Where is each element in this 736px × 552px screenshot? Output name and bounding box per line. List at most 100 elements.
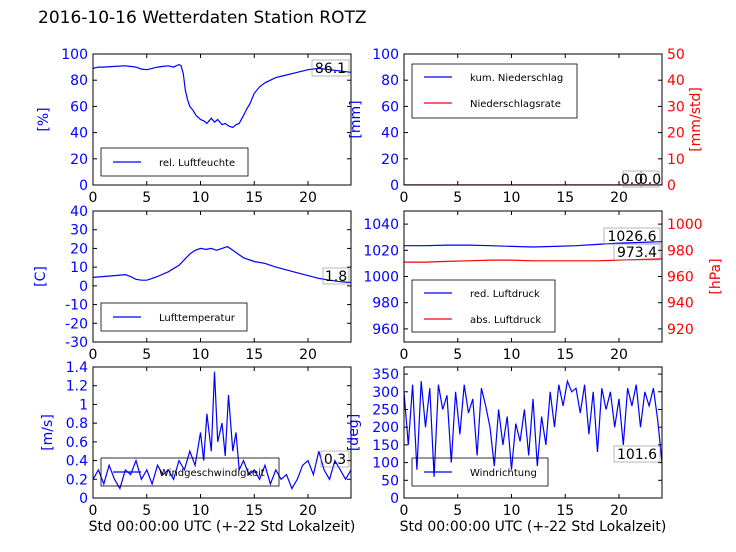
y2-tick-label: 50 bbox=[667, 47, 685, 63]
y-tick-label: 40 bbox=[381, 126, 399, 142]
legend-box-precip bbox=[411, 63, 578, 119]
x-tick-label: 0 bbox=[89, 190, 98, 206]
y-tick-label: 1000 bbox=[363, 270, 399, 286]
y-tick-label: 30 bbox=[70, 223, 88, 239]
series-line-windspeed bbox=[93, 371, 351, 491]
y2-tick-label: 1000 bbox=[667, 217, 703, 233]
y-tick-label: 300 bbox=[372, 385, 399, 401]
x-tick-label: 5 bbox=[142, 190, 151, 206]
y-tick-label: 1 bbox=[79, 397, 88, 413]
y-tick-label: 960 bbox=[372, 322, 399, 338]
legend-label: kum. Niederschlag bbox=[470, 73, 563, 84]
legend-box-temperature bbox=[100, 302, 248, 332]
legend-box-winddir bbox=[411, 457, 549, 487]
y-tick-label: 20 bbox=[70, 241, 88, 257]
y-tick-label: 50 bbox=[381, 473, 399, 489]
y-tick-label: -10 bbox=[65, 298, 88, 314]
plot-frame-winddir bbox=[403, 366, 663, 499]
x-tick-label: 20 bbox=[299, 347, 317, 363]
x-tick-label: 15 bbox=[556, 190, 574, 206]
y-tick-label: 20 bbox=[381, 152, 399, 168]
x-tick-label: 15 bbox=[556, 503, 574, 519]
y2-tick-label: 940 bbox=[667, 296, 694, 312]
y-tick-label: 100 bbox=[61, 47, 88, 63]
figure-title: 2016-10-16 Wetterdaten Station ROTZ bbox=[38, 8, 367, 28]
value-annotation-box bbox=[640, 170, 660, 188]
y-tick-label: 80 bbox=[70, 73, 88, 89]
legend-label: rel. Luftfeuchte bbox=[159, 158, 235, 169]
x-tick-label: 5 bbox=[142, 503, 151, 519]
y-axis-label: [mm] bbox=[348, 100, 364, 138]
y2-tick-label: 980 bbox=[667, 243, 694, 259]
x-tick-label: 0 bbox=[89, 347, 98, 363]
y-tick-label: 60 bbox=[70, 99, 88, 115]
x-tick-label: 20 bbox=[610, 503, 628, 519]
y-tick-label: 1040 bbox=[363, 217, 399, 233]
y2-tick-label: 10 bbox=[667, 152, 685, 168]
y-tick-label: 1.2 bbox=[66, 379, 88, 395]
x-tick-label: 0 bbox=[400, 190, 409, 206]
x-tick-label: 5 bbox=[453, 503, 462, 519]
y-tick-label: -20 bbox=[65, 316, 88, 332]
legend-box-windspeed bbox=[100, 457, 280, 487]
y2-tick-label: 20 bbox=[667, 126, 685, 142]
series-line-pressure bbox=[404, 241, 662, 248]
y-tick-label: 0 bbox=[390, 491, 399, 507]
y-axis-label: [deg] bbox=[346, 414, 362, 451]
y-tick-label: -30 bbox=[65, 335, 88, 351]
legend-label: red. Luftdruck bbox=[470, 289, 540, 300]
value-annotation: 0.0 bbox=[639, 172, 661, 188]
value-annotation: 101.6 bbox=[617, 447, 657, 463]
legend-label: abs. Luftdruck bbox=[470, 315, 541, 326]
y-tick-label: 100 bbox=[372, 456, 399, 472]
y-tick-label: 0 bbox=[79, 178, 88, 194]
value-annotation: 1026.6 bbox=[608, 229, 657, 245]
value-annotation-box bbox=[320, 450, 350, 468]
y-tick-label: 0.8 bbox=[66, 416, 88, 432]
legend-box-humidity bbox=[100, 147, 249, 177]
x-axis-label: Std 00:00:00 UTC (+-22 Std Lokalzeit) bbox=[89, 519, 356, 535]
plot-frame-temperature bbox=[92, 210, 352, 343]
value-annotation-box bbox=[613, 445, 661, 463]
y-tick-label: 350 bbox=[372, 367, 399, 383]
y-axis-label: [C] bbox=[33, 266, 49, 287]
x-tick-label: 10 bbox=[503, 190, 521, 206]
x-axis-label: Std 00:00:00 UTC (+-22 Std Lokalzeit) bbox=[400, 519, 667, 535]
value-annotation: 0.3 bbox=[324, 452, 346, 468]
legend-label: Lufttemperatur bbox=[159, 313, 236, 324]
x-tick-label: 0 bbox=[400, 503, 409, 519]
plot-frame-windspeed bbox=[92, 366, 352, 499]
x-tick-label: 15 bbox=[245, 347, 263, 363]
x-tick-label: 20 bbox=[610, 347, 628, 363]
legend-label: Niederschlagsrate bbox=[470, 99, 561, 110]
value-annotation: 86.1 bbox=[315, 61, 346, 77]
y-tick-label: 0.2 bbox=[66, 472, 88, 488]
y2-axis-label: [mm/std] bbox=[688, 87, 704, 152]
x-tick-label: 10 bbox=[192, 503, 210, 519]
value-annotation-box bbox=[322, 267, 350, 285]
y-tick-label: 40 bbox=[70, 126, 88, 142]
x-tick-label: 5 bbox=[453, 190, 462, 206]
x-tick-label: 15 bbox=[245, 190, 263, 206]
legend-box-pressure bbox=[411, 279, 556, 333]
x-tick-label: 10 bbox=[192, 347, 210, 363]
y2-tick-label: 40 bbox=[667, 73, 685, 89]
y-tick-label: 150 bbox=[372, 438, 399, 454]
y-tick-label: 80 bbox=[381, 73, 399, 89]
series-line-winddir bbox=[404, 379, 662, 477]
y-tick-label: 1.4 bbox=[66, 360, 88, 376]
x-tick-label: 0 bbox=[400, 347, 409, 363]
y-tick-label: 20 bbox=[70, 152, 88, 168]
value-annotation: 0.0 bbox=[621, 172, 643, 188]
x-tick-label: 20 bbox=[610, 190, 628, 206]
x-tick-label: 20 bbox=[299, 190, 317, 206]
series-line-humidity bbox=[93, 63, 351, 129]
y-tick-label: 0 bbox=[390, 178, 399, 194]
value-annotation: 973.4 bbox=[617, 245, 657, 261]
x-tick-label: 10 bbox=[503, 347, 521, 363]
y2-tick-label: 30 bbox=[667, 99, 685, 115]
y-tick-label: 1020 bbox=[363, 243, 399, 259]
y-axis-label: [%] bbox=[36, 107, 52, 131]
y-tick-label: 60 bbox=[381, 99, 399, 115]
